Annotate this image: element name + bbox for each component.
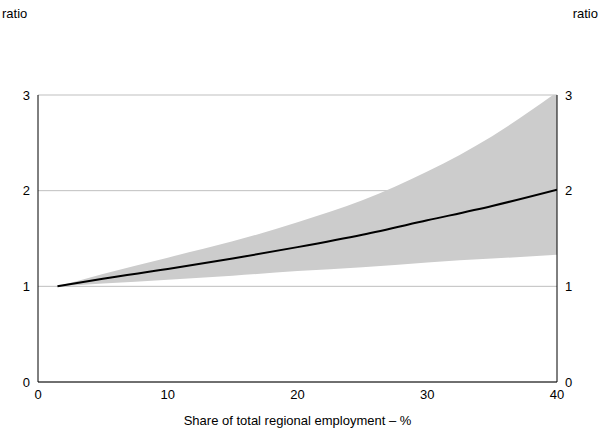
- svg-text:0: 0: [23, 375, 30, 390]
- svg-text:2: 2: [565, 183, 572, 198]
- svg-text:0: 0: [565, 375, 572, 390]
- svg-text:0: 0: [34, 387, 41, 402]
- svg-text:20: 20: [290, 387, 304, 402]
- svg-text:40: 40: [550, 387, 564, 402]
- svg-text:3: 3: [23, 88, 30, 103]
- svg-text:Share of total regional employ: Share of total regional employment – %: [184, 413, 412, 428]
- svg-text:3: 3: [565, 88, 572, 103]
- svg-text:1: 1: [23, 279, 30, 294]
- svg-text:2: 2: [23, 183, 30, 198]
- html-text:ratio: ratio: [2, 6, 28, 21]
- html-text:ratio: ratio: [572, 6, 598, 21]
- svg-text:30: 30: [420, 387, 434, 402]
- svg-text:1: 1: [565, 279, 572, 294]
- svg-text:10: 10: [161, 387, 175, 402]
